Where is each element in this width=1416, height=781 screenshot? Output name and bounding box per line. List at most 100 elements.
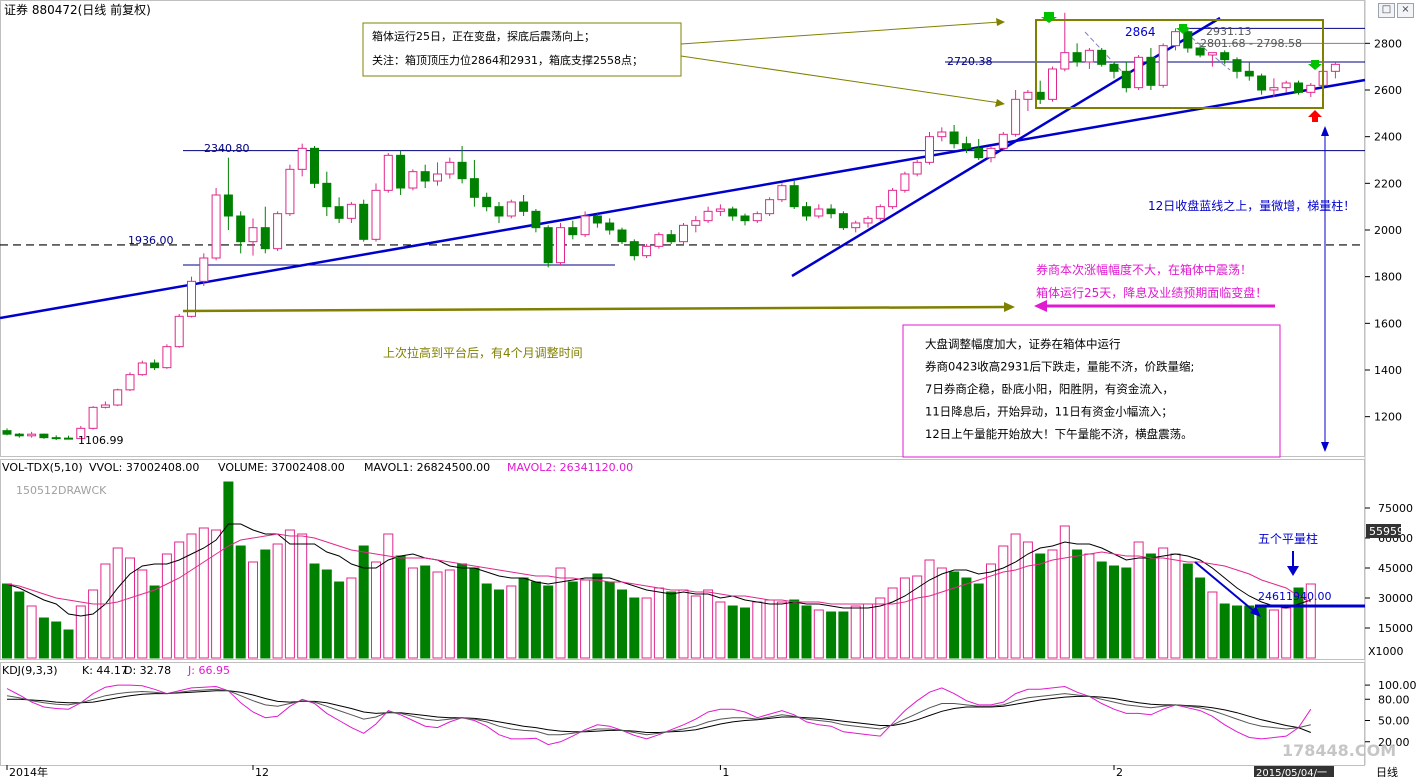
candle-body bbox=[199, 257, 209, 282]
volume-bar bbox=[186, 533, 197, 659]
candle-body bbox=[1158, 45, 1168, 86]
candle-body bbox=[1023, 91, 1033, 100]
candle-body bbox=[1121, 70, 1131, 89]
candle-body bbox=[1207, 52, 1217, 56]
candle-body bbox=[1048, 68, 1057, 100]
vol-title: VOL-TDX(5,10) bbox=[2, 461, 83, 474]
vol-tick-label: 45000 bbox=[1378, 562, 1413, 575]
volume-bar bbox=[1170, 553, 1181, 659]
volume-bar bbox=[653, 587, 664, 659]
candle-body bbox=[14, 433, 24, 437]
kdj-j-line bbox=[6, 684, 1312, 746]
volume-bar bbox=[936, 567, 947, 659]
note-arrow-2-head bbox=[995, 99, 1005, 107]
commentary-line: 11日降息后，开始异动，11日有资金小幅流入； bbox=[925, 405, 1173, 419]
candle-body bbox=[322, 182, 332, 208]
candle-body bbox=[1171, 31, 1180, 47]
date-tag bbox=[1254, 766, 1334, 777]
candle-body bbox=[494, 206, 504, 217]
volume-bar bbox=[371, 561, 381, 659]
volume-bar bbox=[2, 583, 12, 659]
long-uptrend-line bbox=[0, 78, 1366, 320]
candle-body bbox=[310, 147, 319, 184]
candle-body bbox=[888, 189, 898, 208]
candle-body bbox=[297, 147, 307, 170]
candle-body bbox=[851, 222, 861, 229]
kdj-k: K: 44.17 bbox=[82, 664, 128, 677]
volume-bar bbox=[727, 605, 738, 659]
kdj-tick-label: 20.00 bbox=[1378, 736, 1410, 749]
price-tick-label: 1600 bbox=[1374, 317, 1402, 330]
candle-body bbox=[27, 433, 37, 437]
volume-bar bbox=[1035, 553, 1046, 659]
candle-body bbox=[1072, 52, 1082, 63]
candle-body bbox=[1060, 52, 1070, 70]
note-arrow-1-head bbox=[996, 18, 1005, 26]
volume-bar bbox=[899, 577, 910, 659]
candle-body bbox=[974, 147, 984, 159]
volume-bar bbox=[161, 553, 172, 659]
candle-body bbox=[137, 362, 147, 376]
volume-bar bbox=[1158, 547, 1169, 659]
volume-bar bbox=[1232, 605, 1242, 659]
volume-bar bbox=[260, 549, 271, 659]
volume-bar bbox=[38, 617, 49, 659]
candle-body bbox=[912, 161, 922, 175]
close-button[interactable]: × bbox=[1397, 3, 1414, 18]
candle-body bbox=[925, 136, 934, 163]
volume-bar bbox=[481, 583, 492, 659]
volume-bar bbox=[309, 563, 320, 659]
volume-ma-lines bbox=[6, 523, 1312, 617]
volume-bar bbox=[1059, 525, 1070, 659]
volume-bar bbox=[592, 573, 603, 659]
candle-body bbox=[691, 220, 701, 226]
kdj-k-line bbox=[6, 688, 1311, 736]
label-1936: 1936.00 bbox=[128, 234, 174, 247]
candle-body bbox=[1306, 84, 1316, 93]
volume-bar bbox=[469, 567, 480, 659]
volume-bar bbox=[690, 595, 701, 659]
volume-bar bbox=[887, 587, 898, 659]
volume-bar bbox=[776, 601, 787, 659]
time-axis: 2014年121234 bbox=[6, 765, 1123, 779]
price-tick-label: 2800 bbox=[1374, 37, 1402, 50]
candle-body bbox=[838, 213, 848, 229]
commentary-line: 7日券商企稳，卧底小阳，阳胜阴，有资金流入， bbox=[925, 382, 1174, 396]
volume-bar bbox=[75, 605, 86, 659]
candle-body bbox=[482, 196, 492, 208]
candle-body bbox=[64, 437, 73, 440]
volume-bar bbox=[272, 543, 283, 659]
candle-body bbox=[469, 178, 479, 198]
candle-body bbox=[863, 217, 873, 224]
candle-body bbox=[900, 173, 910, 191]
note-box-top-line1: 箱体运行25日，正在变盘，探底后震荡向上； bbox=[372, 29, 595, 43]
blue-vertical-arrow-down bbox=[1321, 442, 1329, 452]
candle-body bbox=[1294, 82, 1303, 93]
kdj-d: D: 32.78 bbox=[124, 664, 171, 677]
volume-bar bbox=[1256, 607, 1267, 659]
volume-bar bbox=[149, 585, 160, 659]
restore-button[interactable]: □ bbox=[1378, 3, 1395, 18]
magenta-arrow-head bbox=[1034, 300, 1047, 312]
candle-body bbox=[334, 206, 344, 219]
blue-note: 12日收盘蓝线之上，量微增，梯量柱！ bbox=[1148, 198, 1355, 213]
vol-tick-label: 30000 bbox=[1378, 592, 1413, 605]
volume-bar bbox=[88, 589, 99, 659]
volume-bar bbox=[321, 569, 332, 659]
volume-bar bbox=[14, 591, 25, 659]
candle-body bbox=[1281, 82, 1291, 89]
candle-body bbox=[1134, 56, 1144, 89]
magenta-note-1: 券商本次涨幅幅度不大，在箱体中震荡！ bbox=[1036, 262, 1252, 277]
candle-body bbox=[617, 229, 627, 243]
time-tick-label: 2014年 bbox=[9, 765, 48, 777]
volume-bar bbox=[604, 581, 615, 659]
price-tick-label: 2600 bbox=[1374, 84, 1402, 97]
candle-body bbox=[1035, 91, 1045, 100]
candle-body bbox=[1097, 49, 1107, 65]
volume-bar bbox=[346, 577, 357, 659]
green-down-marker-2 bbox=[1176, 24, 1190, 34]
vol-volume: VOLUME: 37002408.00 bbox=[218, 461, 345, 474]
